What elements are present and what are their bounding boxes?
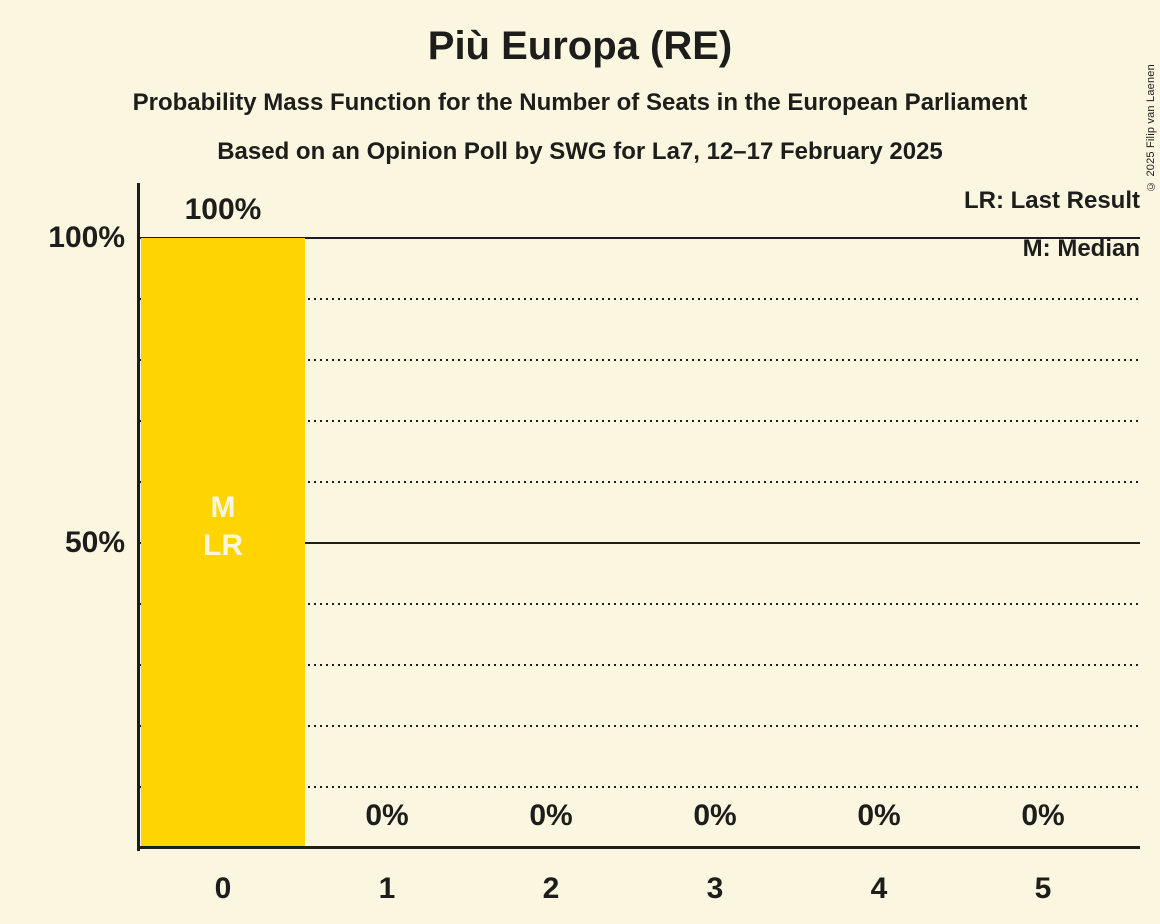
x-tick-label-1: 1: [378, 872, 396, 905]
legend-last-result: LR: Last Result: [963, 187, 1140, 214]
bar-value-label-3: 0%: [693, 799, 737, 832]
chart-subtitle: Probability Mass Function for the Number…: [132, 89, 1028, 116]
x-axis-line: [137, 846, 1140, 849]
chart-title: Più Europa (RE): [427, 24, 733, 68]
x-tick-label-5: 5: [1034, 872, 1052, 905]
bar-value-label-0: 100%: [184, 193, 262, 226]
gridline-dotted-20: [140, 725, 1140, 727]
bar-inner-label-lr: LR: [203, 529, 243, 562]
y-axis-tick-label-100: 100%: [48, 221, 125, 254]
gridline-dotted-10: [140, 786, 1140, 788]
bar-seats-0: [141, 238, 305, 848]
gridline-dotted-60: [140, 481, 1140, 483]
bar-inner-labels: M LR: [143, 489, 303, 565]
y-axis-line: [137, 183, 140, 851]
legend-median: M: Median: [1022, 235, 1140, 262]
x-tick-label-0: 0: [214, 872, 232, 905]
bar-value-label-4: 0%: [857, 799, 901, 832]
gridline-dotted-40: [140, 603, 1140, 605]
x-tick-label-3: 3: [706, 872, 724, 905]
bar-value-label-2: 0%: [529, 799, 573, 832]
gridline-dotted-70: [140, 420, 1140, 422]
bar-value-label-1: 0%: [365, 799, 409, 832]
gridline-solid-50: [140, 542, 1140, 544]
y-axis-tick-label-50: 50%: [64, 526, 125, 559]
gridline-dotted-80: [140, 359, 1140, 361]
bar-value-label-5: 0%: [1021, 799, 1065, 832]
bar-inner-label-m: M: [210, 491, 236, 524]
gridline-dotted-90: [140, 298, 1140, 300]
x-tick-label-4: 4: [870, 872, 888, 905]
x-tick-label-2: 2: [542, 872, 560, 905]
chart-source-line: Based on an Opinion Poll by SWG for La7,…: [217, 138, 943, 165]
gridline-solid-100: [140, 237, 1140, 239]
gridline-dotted-30: [140, 664, 1140, 666]
